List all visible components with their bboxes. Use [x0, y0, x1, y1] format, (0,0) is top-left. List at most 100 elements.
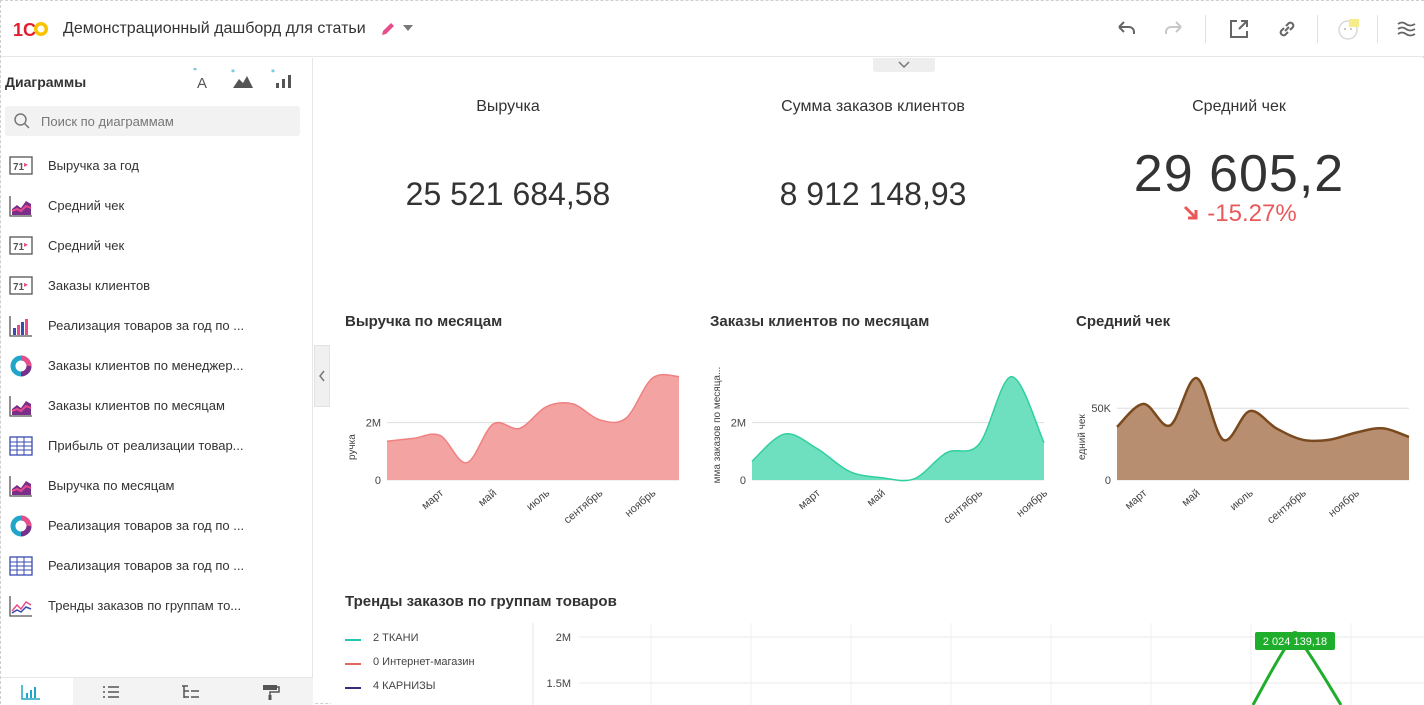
undo-icon[interactable] [1114, 17, 1138, 41]
x-tick-label: май [865, 487, 888, 509]
data-point [1381, 427, 1383, 429]
add-area-chart-icon[interactable]: * [231, 68, 255, 92]
data-point [439, 434, 441, 436]
y-axis-label: ручка [347, 434, 358, 460]
legend-swatch [345, 663, 361, 665]
app-logo-icon[interactable]: 1C [13, 17, 49, 41]
tab-charts[interactable] [1, 677, 73, 705]
x-tick-label: сентябрь [1265, 487, 1309, 526]
search-input[interactable] [41, 111, 291, 131]
edit-title-icon[interactable] [380, 21, 396, 37]
data-point [978, 443, 980, 445]
x-tick-label: март [796, 487, 823, 512]
x-tick-label: ноябрь [1014, 487, 1050, 520]
chart-list-item[interactable]: Заказы клиентов по менеджер... [1, 346, 301, 386]
data-point [1196, 377, 1198, 379]
data-point [881, 477, 883, 479]
toolbar-divider [1377, 15, 1378, 43]
y-axis-label: мма заказов по месяца... [712, 367, 723, 484]
trends-chart[interactable]: 2M 1.5M 2 024 139,18 [531, 623, 1424, 705]
menu-icon[interactable] [1395, 17, 1419, 41]
y-axis-label: едний чек [1077, 414, 1088, 460]
paint-roller-icon [263, 685, 280, 700]
chevron-left-icon [319, 370, 325, 382]
orders-by-month-chart[interactable]: мма заказов по месяца... 0 2M март май сентяб… [706, 338, 1051, 558]
tab-paint[interactable] [233, 677, 313, 705]
indicator-icon: 71 ▸ [9, 235, 33, 257]
chart-list-item-label: Средний чек [48, 198, 125, 213]
collapse-header-button[interactable] [873, 58, 935, 72]
chart-list-item-label: Выручка за год [48, 158, 139, 173]
line-chart-icon [9, 595, 33, 617]
chart-list-item[interactable]: Выручка по месяцам [1, 466, 301, 506]
data-point [519, 427, 521, 429]
chart-list-item[interactable]: Средний чек [1, 186, 301, 226]
list-icon [103, 686, 119, 698]
data-point [848, 470, 850, 472]
tab-tree[interactable] [153, 677, 233, 705]
tab-list[interactable] [73, 677, 153, 705]
table-icon [9, 435, 33, 457]
add-bar-chart-icon[interactable]: * [271, 68, 295, 92]
sidebar-collapse-button[interactable] [314, 345, 330, 407]
bar-chart-icon [9, 315, 33, 337]
revenue-by-month-chart[interactable]: ручка 0 2M март май июль сентябрь ноябрь [341, 338, 686, 558]
x-tick-label: май [1180, 487, 1203, 509]
open-external-icon[interactable] [1227, 17, 1251, 41]
chart-list-item[interactable]: Заказы клиентов по месяцам [1, 386, 301, 426]
chart-list-item[interactable]: Тренды заказов по группам то... [1, 586, 301, 626]
data-point [651, 377, 653, 379]
chart-search [5, 106, 300, 136]
chart-list-item[interactable]: Реализация товаров за год по ... [1, 506, 301, 546]
x-tick-label: март [1123, 487, 1150, 512]
data-point [1328, 439, 1330, 441]
svg-text:71: 71 [13, 242, 25, 253]
donut-chart-icon [9, 355, 33, 377]
data-point [678, 376, 680, 378]
title-dropdown-icon[interactable] [403, 25, 413, 31]
kpi-title: Средний чек [1192, 98, 1286, 115]
chart-list-item[interactable]: 71 ▸ Выручка за год [1, 146, 301, 186]
data-point [1116, 426, 1118, 428]
add-text-icon[interactable]: * A [191, 68, 215, 92]
y-tick-label: 0 [1105, 475, 1111, 487]
data-point [545, 406, 547, 408]
data-point [1275, 427, 1277, 429]
area-chart-icon [9, 475, 33, 497]
indicator-icon: 71 ▸ [9, 155, 33, 177]
svg-text:A: A [197, 75, 207, 92]
dashboard-title[interactable]: Демонстрационный дашборд для статьи [63, 20, 366, 37]
kpi-average-check[interactable]: Средний чек 29 605,2 -15.27% [1059, 98, 1419, 228]
y-tick-label: 0 [375, 475, 381, 487]
legend-item[interactable]: 0 Интернет-магазин [345, 652, 530, 676]
chart-list-item-label: Заказы клиентов по менеджер... [48, 358, 244, 373]
data-point [492, 423, 494, 425]
y-tick-label: 0 [740, 475, 746, 487]
avatar-icon[interactable] [1337, 17, 1361, 41]
svg-text:*: * [231, 68, 235, 77]
donut-chart-icon [9, 515, 33, 537]
average-check-chart[interactable]: едний чек 0 50K март май июль сентябрь ноябрь [1071, 338, 1416, 558]
toolbar-divider [1205, 15, 1206, 43]
dashboard-canvas: Выручка 25 521 684,58 Сумма заказов клие… [331, 58, 1424, 705]
chart-list-item[interactable]: Реализация товаров за год по ... [1, 306, 301, 346]
chart-list-item[interactable]: 71 ▸ Средний чек [1, 226, 301, 266]
svg-text:*: * [193, 68, 197, 75]
svg-text:1C: 1C [13, 20, 36, 40]
link-icon[interactable] [1275, 17, 1299, 41]
chart-list-item[interactable]: 71 ▸ Заказы клиентов [1, 266, 301, 306]
legend-item[interactable]: 4 КАРНИЗЫ [345, 676, 530, 700]
kpi-title: Сумма заказов клиентов [781, 98, 965, 115]
chart-title: Заказы клиентов по месяцам [710, 313, 930, 330]
area-line [1116, 376, 1410, 443]
y-tick-label: 2M [556, 632, 571, 644]
kpi-orders-sum[interactable]: Сумма заказов клиентов 8 912 148,93 [693, 98, 1053, 213]
chart-list-item[interactable]: Прибыль от реализации товар... [1, 426, 301, 466]
legend-item[interactable]: 2 ТКАНИ [345, 628, 530, 652]
chart-title: Выручка по месяцам [345, 313, 503, 330]
chart-list-item[interactable]: Реализация товаров за год по ... [1, 546, 301, 586]
data-point [1043, 442, 1045, 444]
kpi-revenue[interactable]: Выручка 25 521 684,58 [328, 98, 688, 213]
trend-legend: 2 ТКАНИ 0 Интернет-магазин 4 КАРНИЗЫ [345, 628, 530, 700]
redo-icon[interactable] [1162, 17, 1186, 41]
